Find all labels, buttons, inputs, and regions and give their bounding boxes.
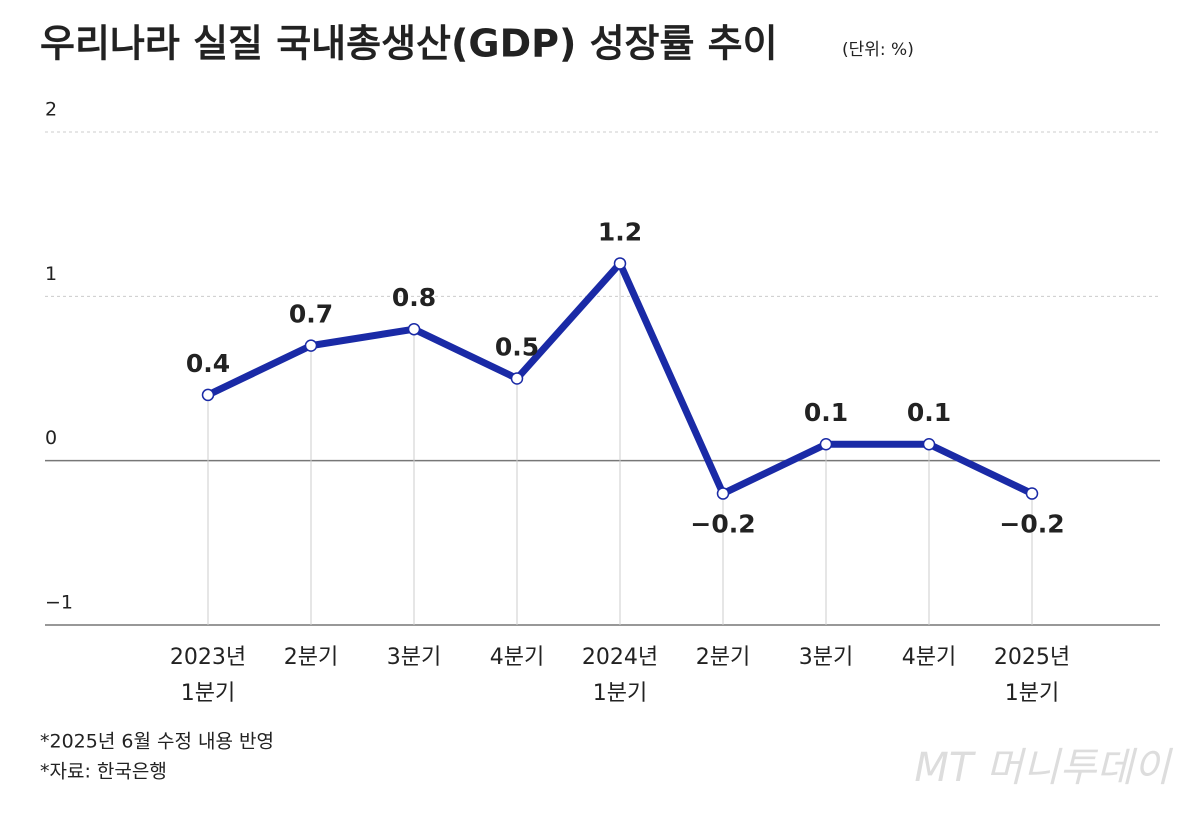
data-point — [201, 388, 215, 402]
data-label: 0.8 — [392, 283, 436, 312]
data-label: 0.5 — [495, 333, 539, 362]
data-label: −0.2 — [999, 510, 1064, 539]
x-tick-label: 2분기 — [696, 645, 750, 670]
x-tick-label: 2024년 1분기 — [582, 645, 658, 706]
note: *자료: 한국은행 — [40, 761, 167, 783]
y-tick-label: −1 — [45, 592, 73, 614]
y-tick-label: 1 — [45, 263, 57, 285]
chart-title: 우리나라 실질 국내총생산(GDP) 성장률 추이 — [40, 22, 778, 66]
data-point — [407, 322, 421, 336]
data-label: 0.4 — [186, 349, 230, 378]
data-label: 0.1 — [804, 398, 848, 427]
data-label: 0.7 — [289, 300, 333, 329]
data-point — [716, 487, 730, 500]
data-point — [819, 437, 833, 451]
data-point — [1025, 487, 1039, 500]
y-tick-label: 2 — [45, 99, 57, 121]
chart-subtitle: (단위: %) — [842, 40, 914, 60]
data-point — [510, 372, 524, 385]
x-tick-label: 2023년 1분기 — [170, 645, 246, 706]
data-label: −0.2 — [690, 510, 755, 539]
x-tick-label: 3분기 — [799, 645, 853, 670]
x-tick-label: 4분기 — [902, 645, 956, 670]
data-point — [304, 339, 318, 352]
x-tick-label: 2025년 1분기 — [994, 645, 1070, 706]
data-label: 1.2 — [598, 217, 642, 246]
data-point — [922, 437, 936, 451]
data-label: 0.1 — [907, 398, 951, 427]
y-tick-label: 0 — [45, 427, 57, 449]
note: *2025년 6월 수정 내용 반영 — [40, 731, 274, 753]
source-logo: MT 머니투데이 — [914, 745, 1173, 791]
x-tick-label: 3분기 — [387, 645, 441, 670]
data-point — [613, 257, 627, 270]
x-tick-label: 4분기 — [490, 645, 544, 670]
x-tick-label: 2분기 — [284, 645, 338, 670]
